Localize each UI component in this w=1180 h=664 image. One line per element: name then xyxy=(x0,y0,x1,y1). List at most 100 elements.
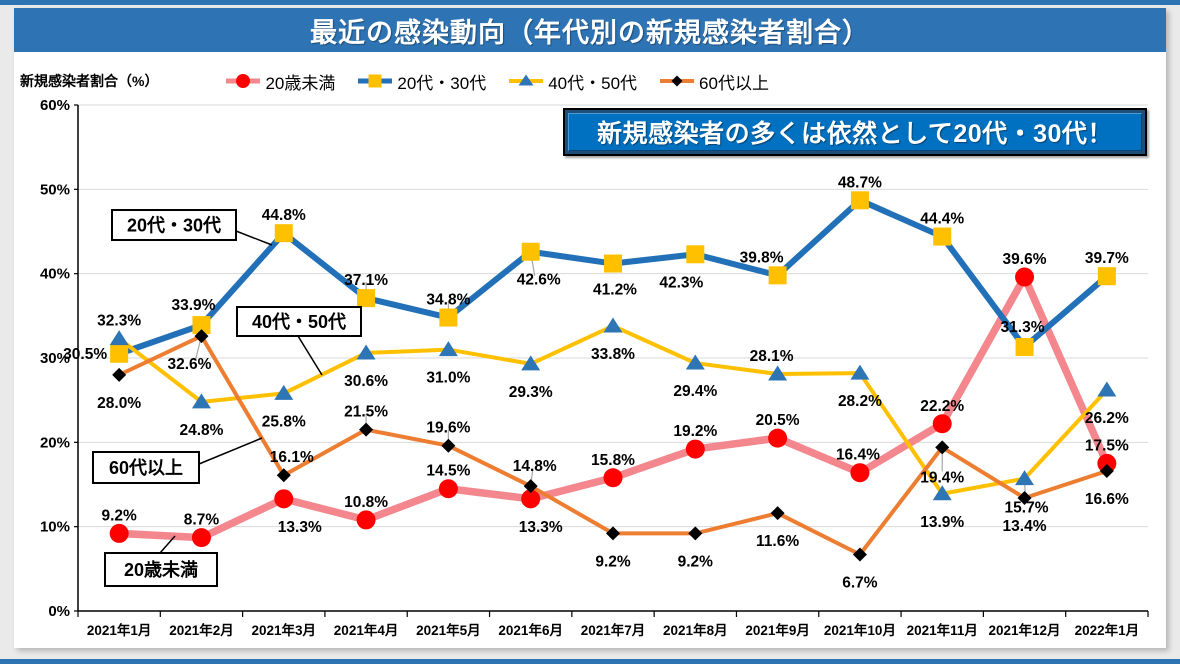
x-tick-label: 2021年7月 xyxy=(581,622,646,638)
data-label-40s-50s: 29.3% xyxy=(509,384,553,401)
callout-box xyxy=(236,306,362,337)
data-label-under-20: 16.4% xyxy=(836,447,880,464)
x-tick-label: 2021年9月 xyxy=(745,622,810,638)
data-label-20s-30s: 44.8% xyxy=(262,207,306,224)
data-label-40s-50s: 15.7% xyxy=(1005,500,1049,517)
data-label-40s-50s: 29.4% xyxy=(673,383,717,400)
annotation-banner: 新規感染者の多くは依然として20代・30代！ xyxy=(563,108,1147,156)
data-label-20s-30s: 41.2% xyxy=(593,282,637,299)
x-tick-label: 2021年2月 xyxy=(169,622,234,638)
data-label-20s-30s: 39.7% xyxy=(1085,250,1129,267)
data-label-40s-50s: 26.2% xyxy=(1085,410,1129,427)
legend-label-under-20: 20歳未満 xyxy=(265,73,336,93)
y-tick-label: 20% xyxy=(40,434,70,451)
x-tick-label: 2021年6月 xyxy=(498,622,563,638)
legend-marker-20s-30s xyxy=(358,74,393,88)
title-banner: 最近の感染動向（年代別の新規感染者割合） xyxy=(14,8,1166,52)
data-label-under-20: 15.8% xyxy=(591,452,635,469)
y-tick-label: 0% xyxy=(48,603,70,620)
legend-item-60-plus: 60代以上 xyxy=(659,69,769,94)
data-label-60-plus: 9.2% xyxy=(595,553,631,570)
x-axis-labels: 2021年1月 2021年2月 2021年3月 2021年4月 2021年5月 2021年… xyxy=(87,622,1139,638)
legend-marker-60-plus xyxy=(660,75,695,87)
data-label-20s-30s: 39.8% xyxy=(740,249,784,266)
data-label-40s-50s: 28.1% xyxy=(750,348,794,365)
callout-label: 60代以上 xyxy=(109,458,183,478)
data-label-60-plus: 13.4% xyxy=(1003,518,1047,535)
axes xyxy=(74,104,1149,617)
chart-svg: 0% 10% 20% 30% 40% 50% 60% 2021年1月 2021年2月 2021年3… xyxy=(40,97,1149,638)
data-label-40s-50s: 24.8% xyxy=(179,422,223,439)
bottom-blue-edge xyxy=(0,659,1180,664)
series-markers-under-20 xyxy=(109,267,1117,548)
y-tick-label: 50% xyxy=(40,181,70,198)
legend-marker-40s-50s xyxy=(509,74,544,86)
data-label-60-plus: 28.0% xyxy=(97,395,141,412)
data-label-60-plus: 11.6% xyxy=(756,533,799,550)
y-tick-label: 10% xyxy=(40,519,70,536)
data-label-60-plus: 9.2% xyxy=(678,553,714,570)
x-tick-label: 2021年3月 xyxy=(251,622,316,638)
legend-label-40s-50s: 40代・50代 xyxy=(548,73,638,93)
data-label-40s-50s: 31.0% xyxy=(426,370,470,387)
data-label-20s-30s: 44.4% xyxy=(920,211,964,228)
legend-marker-under-20 xyxy=(226,74,261,88)
chart-area: 0% 10% 20% 30% 40% 50% 60% 2021年1月 2021年2月 2021年3… xyxy=(14,97,1166,643)
data-label-under-20: 39.6% xyxy=(1003,251,1047,268)
annotation-text: 新規感染者の多くは依然として20代・30代！ xyxy=(597,120,1113,148)
callout-label: 40代・50代 xyxy=(252,312,346,332)
data-label-20s-30s: 31.3% xyxy=(1001,319,1045,336)
callout-label: 20歳未満 xyxy=(124,559,198,580)
data-label-under-20: 8.7% xyxy=(184,512,220,529)
data-label-60-plus: 21.5% xyxy=(344,404,388,421)
data-label-40s-50s: 33.8% xyxy=(591,346,635,363)
data-label-60-plus: 14.8% xyxy=(513,458,557,475)
y-axis-labels: 0% 10% 20% 30% 40% 50% 60% xyxy=(40,97,70,620)
header-row: 新規感染者割合（%） 20歳未満 20代・30代 40代・50代 60代以上 xyxy=(14,64,1166,98)
chart-legend: 20歳未満 20代・30代 40代・50代 60代以上 xyxy=(158,69,836,94)
x-tick-label: 2022年1月 xyxy=(1075,622,1140,638)
x-tick-label: 2021年10月 xyxy=(824,622,896,638)
series-markers-20s-30s xyxy=(110,191,1116,363)
data-label-20s-30s: 34.8% xyxy=(426,292,470,309)
series-callouts: 20代・30代 40代・50代 60代以上 20歳未満 xyxy=(92,209,362,587)
data-label-40s-50s: 13.9% xyxy=(920,514,964,531)
data-label-40s-50s: 25.8% xyxy=(262,413,306,430)
callout-box xyxy=(104,552,218,587)
data-label-under-20: 17.5% xyxy=(1085,437,1129,454)
series-markers-60-plus xyxy=(112,329,1114,562)
legend-label-60-plus: 60代以上 xyxy=(699,73,769,93)
data-label-20s-30s: 33.9% xyxy=(171,297,215,314)
data-label-under-20: 22.2% xyxy=(920,398,964,415)
callout-box xyxy=(92,451,200,484)
data-label-under-20: 9.2% xyxy=(101,507,137,524)
top-blue-edge xyxy=(0,0,1180,5)
data-label-60-plus: 32.6% xyxy=(167,356,211,373)
callout-box xyxy=(111,209,237,241)
data-label-60-plus: 16.1% xyxy=(270,449,314,466)
data-label-under-20: 13.3% xyxy=(519,519,563,536)
data-label-20s-30s: 48.7% xyxy=(838,174,882,191)
series-markers-40s-50s xyxy=(109,317,1117,501)
y-axis-title: 新規感染者割合（%） xyxy=(20,73,159,89)
legend-item-20s-30s: 20代・30代 xyxy=(357,69,486,94)
data-label-under-20: 10.8% xyxy=(344,494,388,511)
data-label-under-20: 20.5% xyxy=(756,412,800,429)
data-label-60-plus: 6.7% xyxy=(842,574,878,591)
data-label-40s-50s: 28.2% xyxy=(838,393,882,410)
data-label-60-plus: 16.6% xyxy=(1085,491,1129,508)
page-title: 最近の感染動向（年代別の新規感染者割合） xyxy=(310,17,870,48)
data-label-20s-30s: 42.3% xyxy=(659,274,703,291)
y-tick-label: 30% xyxy=(40,350,70,367)
slide-card: 最近の感染動向（年代別の新規感染者割合） 新規感染者割合（%） 20歳未満 20代… xyxy=(14,8,1166,648)
data-label-20s-30s: 42.6% xyxy=(517,272,561,289)
data-label-under-20: 19.2% xyxy=(673,423,717,440)
x-tick-label: 2021年1月 xyxy=(87,622,152,638)
legend-item-40s-50s: 40代・50代 xyxy=(508,69,637,94)
y-tick-label: 60% xyxy=(40,98,70,114)
data-label-40s-50s: 32.3% xyxy=(97,313,141,330)
callout-label: 20代・30代 xyxy=(127,216,221,236)
x-tick-label: 2021年8月 xyxy=(663,622,728,638)
legend-item-under-20: 20歳未満 xyxy=(225,69,335,94)
